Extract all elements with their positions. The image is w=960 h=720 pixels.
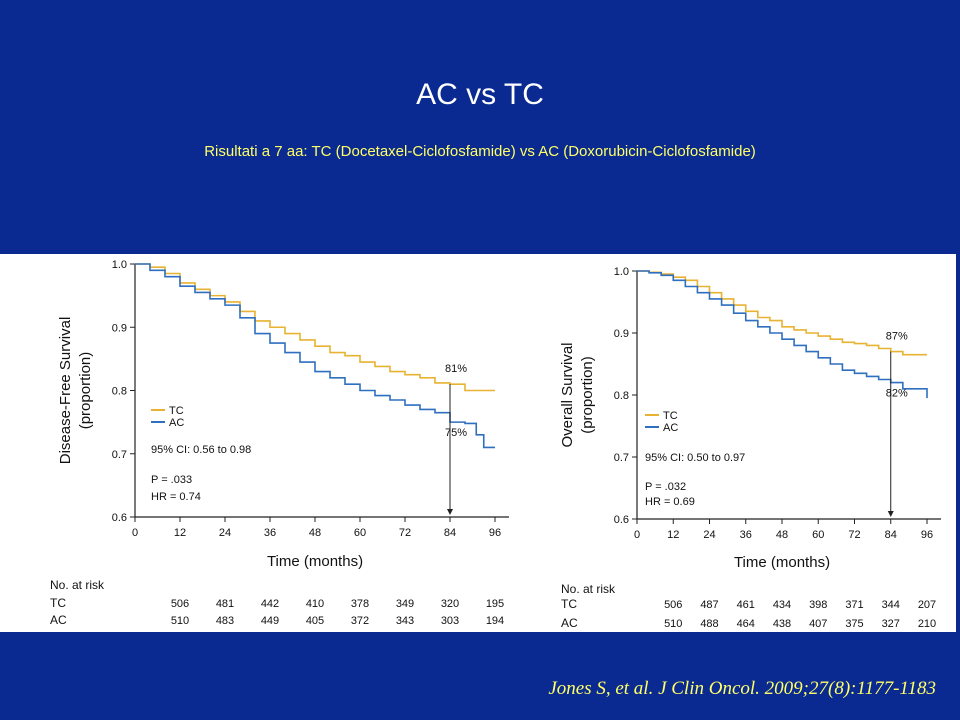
chart1-y-tick-label: 0.9	[112, 322, 127, 334]
chart1-risk-value: 483	[216, 615, 234, 627]
chart1-risk-value: 506	[171, 598, 189, 610]
chart1-x-tick-label: 48	[309, 527, 321, 539]
chart1-risk-value: 410	[306, 598, 324, 610]
chart1-risk-value: 481	[216, 598, 234, 610]
chart1-x-tick-label: 24	[219, 527, 231, 539]
chart2-x-tick-label: 12	[667, 529, 679, 541]
chart1-risk-value: 194	[486, 615, 504, 627]
survival-figure: 0.6 0.7 0.8 0.9 1.0 0 12 24 36 48 60 72 84 96 Time (mo…	[50, 259, 941, 630]
chart2-legend-label-ac: AC	[663, 422, 678, 434]
chart1-risk-row-label-ac: AC	[50, 613, 67, 627]
chart2-series-ac-line	[637, 270, 928, 399]
chart1-y-tick-label: 0.7	[112, 449, 127, 461]
chart1-risk-value: 195	[486, 598, 504, 610]
chart2-legend-label-tc: TC	[663, 410, 678, 422]
chart1-p-value-text: P = .033	[151, 474, 192, 486]
chart2-risk-row-label-tc: TC	[561, 597, 577, 611]
chart1-x-tick-label: 96	[489, 527, 501, 539]
chart2-y-axis-label-unit: (proportion)	[579, 356, 596, 434]
chart2-y-tick-label: 0.9	[614, 328, 629, 340]
chart2-risk-value: 210	[918, 618, 936, 630]
chart1-y-tick-label: 0.8	[112, 386, 127, 398]
figure-panel: 0.6 0.7 0.8 0.9 1.0 0 12 24 36 48 60 72 84 96 Time (mo…	[0, 254, 956, 632]
chart2-y-tick-label: 0.6	[614, 514, 629, 526]
chart2-risk-value: 487	[700, 599, 718, 611]
chart1-risk-value: 349	[396, 598, 414, 610]
chart1-hr-text: HR = 0.74	[151, 491, 201, 503]
chart2-marker-arrow	[887, 511, 894, 517]
chart1-legend-label-ac: AC	[169, 417, 184, 429]
chart2-ci-text: 95% CI: 0.50 to 0.97	[645, 452, 745, 464]
chart2-y-tick-label: 1.0	[614, 266, 629, 278]
chart1-risk-value: 320	[441, 598, 459, 610]
chart1-x-tick-label: 60	[354, 527, 366, 539]
chart1-ci-text: 95% CI: 0.56 to 0.98	[151, 444, 251, 456]
chart2-risk-row-label-ac: AC	[561, 616, 578, 630]
chart1-risk-value: 442	[261, 598, 279, 610]
chart2-series-tc-line	[637, 270, 927, 356]
slide-subtitle: Risultati a 7 aa: TC (Docetaxel-Ciclofos…	[204, 143, 756, 160]
chart2-x-tick-label: 72	[848, 529, 860, 541]
chart2-x-tick-label: 24	[703, 529, 715, 541]
chart2-risk-value: 434	[773, 599, 791, 611]
chart2-annotation-ac: 82%	[886, 388, 908, 400]
chart1-annotation-tc: 81%	[445, 363, 467, 375]
chart1-risk-value: 372	[351, 615, 369, 627]
chart1-y-tick-label: 0.6	[112, 512, 127, 524]
chart2-risk-value: 488	[700, 618, 718, 630]
chart2-risk-value: 398	[809, 599, 827, 611]
chart1-risk-value: 343	[396, 615, 414, 627]
chart2-x-axis-label: Time (months)	[734, 554, 830, 571]
chart2-x-tick-label: 48	[776, 529, 788, 541]
chart1-x-tick-label: 72	[399, 527, 411, 539]
chart1-risk-value: 449	[261, 615, 279, 627]
chart1-x-tick-label: 0	[132, 527, 138, 539]
chart2-risk-value: 375	[845, 618, 863, 630]
chart2-x-tick-label: 36	[740, 529, 752, 541]
chart2-risk-value: 327	[882, 618, 900, 630]
chart1-y-axis-label-unit: (proportion)	[77, 352, 94, 430]
citation: Jones S, et al. J Clin Oncol. 2009;27(8)…	[548, 678, 936, 699]
chart2-risk-table-heading: No. at risk	[561, 582, 616, 596]
chart2-y-axis-label: Overall Survival	[559, 342, 576, 447]
chart2-x-tick-label: 84	[885, 529, 897, 541]
chart2-y-tick-label: 0.8	[614, 390, 629, 402]
chart2-risk-value: 461	[737, 599, 755, 611]
chart2-y-tick-label: 0.7	[614, 452, 629, 464]
chart1-y-tick-label: 1.0	[112, 259, 127, 271]
chart1-risk-table-heading: No. at risk	[50, 578, 105, 592]
chart1-legend-label-tc: TC	[169, 405, 184, 417]
chart2-risk-value: 510	[664, 618, 682, 630]
chart1-risk-row-label-tc: TC	[50, 596, 66, 610]
chart1-y-axis-label: Disease-Free Survival	[57, 317, 74, 465]
chart1-risk-value: 405	[306, 615, 324, 627]
chart2-risk-value: 407	[809, 618, 827, 630]
chart2-risk-value: 207	[918, 599, 936, 611]
chart2-hr-text: HR = 0.69	[645, 496, 695, 508]
chart1-x-tick-label: 84	[444, 527, 456, 539]
chart1-annotation-ac: 75%	[445, 427, 467, 439]
chart1-risk-value: 378	[351, 598, 369, 610]
chart2-risk-value: 464	[737, 618, 755, 630]
chart2-risk-value: 438	[773, 618, 791, 630]
chart1-risk-value: 510	[171, 615, 189, 627]
chart2-x-tick-label: 96	[921, 529, 933, 541]
chart2-risk-value: 371	[845, 599, 863, 611]
chart1-series-ac-line	[135, 263, 495, 449]
chart2-x-tick-label: 60	[812, 529, 824, 541]
chart2-risk-value: 344	[882, 599, 900, 611]
chart1-risk-value: 303	[441, 615, 459, 627]
chart2-risk-value: 506	[664, 599, 682, 611]
chart1-x-tick-label: 12	[174, 527, 186, 539]
chart2-x-tick-label: 0	[634, 529, 640, 541]
chart1-x-axis-label: Time (months)	[267, 553, 363, 570]
chart1-marker-arrow	[447, 509, 453, 515]
chart1-x-tick-label: 36	[264, 527, 276, 539]
slide-title: AC vs TC	[416, 78, 544, 111]
chart2-p-value-text: P = .032	[645, 481, 686, 493]
chart2-annotation-tc: 87%	[886, 331, 908, 343]
